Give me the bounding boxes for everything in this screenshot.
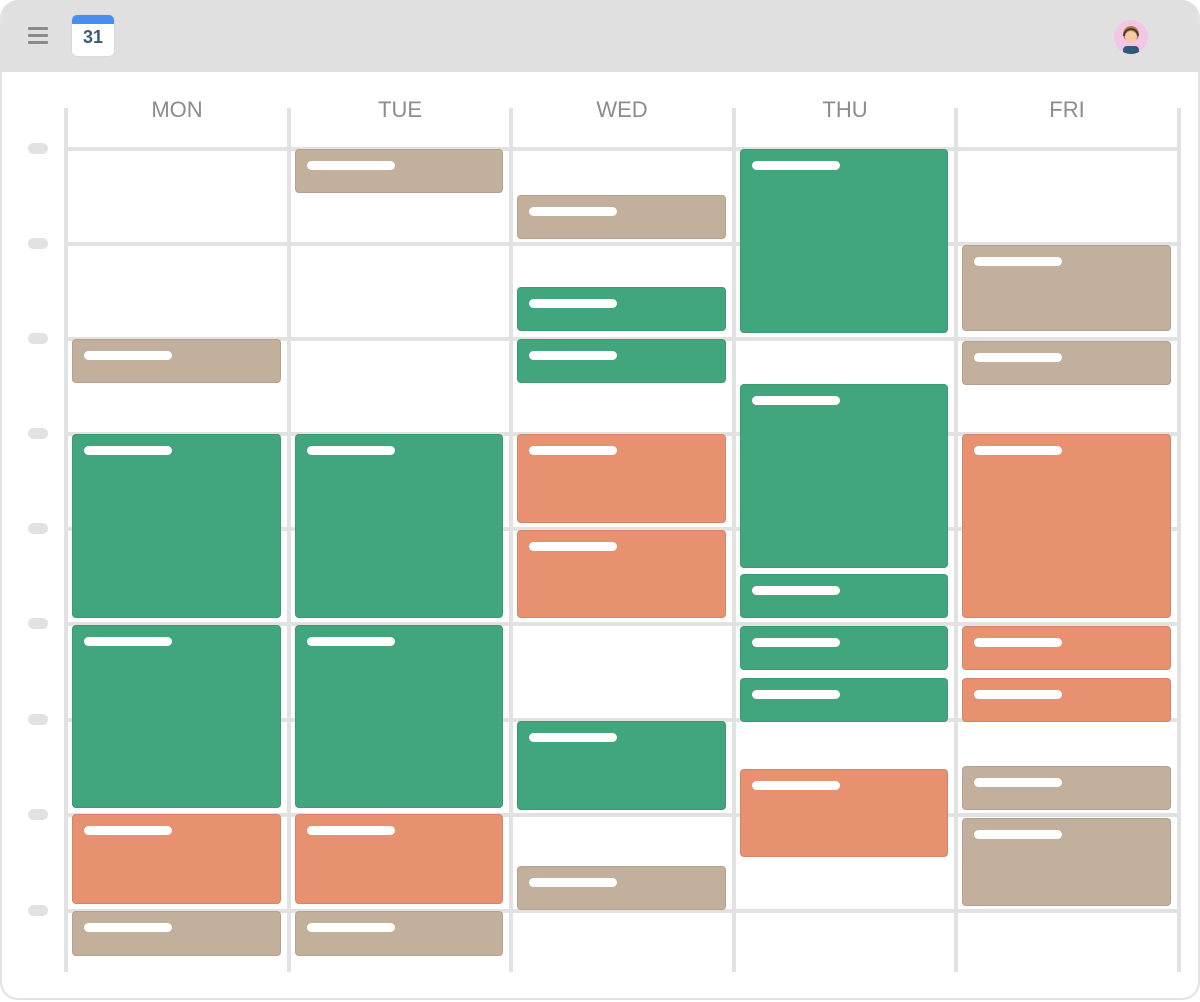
day-header: THU — [822, 97, 868, 122]
event-title-placeholder — [974, 690, 1062, 699]
event-title-placeholder — [752, 586, 840, 595]
event[interactable] — [740, 384, 948, 568]
event-title-placeholder — [974, 446, 1062, 455]
column-divider — [1177, 108, 1181, 972]
event-title-placeholder — [974, 638, 1062, 647]
event[interactable] — [962, 245, 1171, 331]
event[interactable] — [72, 625, 281, 808]
time-marker — [28, 333, 48, 344]
event-title-placeholder — [307, 826, 395, 835]
event[interactable] — [517, 721, 726, 810]
event-title-placeholder — [529, 878, 617, 887]
time-marker — [28, 714, 48, 725]
menu-line — [28, 34, 48, 37]
event[interactable] — [962, 434, 1171, 618]
day-header: TUE — [378, 97, 422, 122]
event-title-placeholder — [529, 351, 617, 360]
event-title-placeholder — [752, 690, 840, 699]
event-title-placeholder — [752, 638, 840, 647]
event[interactable] — [72, 434, 281, 618]
event[interactable] — [962, 818, 1171, 906]
time-marker — [28, 618, 48, 629]
event[interactable] — [295, 149, 503, 193]
time-marker — [28, 809, 48, 820]
event[interactable] — [962, 766, 1171, 810]
event-title-placeholder — [307, 637, 395, 646]
row-divider — [64, 242, 1179, 246]
avatar[interactable] — [1114, 20, 1148, 54]
row-divider — [64, 813, 1179, 817]
menu-button[interactable] — [22, 20, 54, 52]
event[interactable] — [517, 339, 726, 383]
row-divider — [64, 718, 1179, 722]
event[interactable] — [295, 434, 503, 618]
event[interactable] — [295, 625, 503, 808]
event-title-placeholder — [752, 161, 840, 170]
event-title-placeholder — [974, 353, 1062, 362]
row-divider — [64, 147, 1179, 151]
time-marker — [28, 428, 48, 439]
event-title-placeholder — [529, 733, 617, 742]
event[interactable] — [295, 814, 503, 904]
event[interactable] — [72, 339, 281, 383]
column-divider — [732, 108, 736, 972]
time-marker — [28, 523, 48, 534]
column-divider — [954, 108, 958, 972]
event[interactable] — [295, 911, 503, 956]
event[interactable] — [517, 866, 726, 910]
event-title-placeholder — [84, 637, 172, 646]
event[interactable] — [740, 574, 948, 618]
event[interactable] — [740, 769, 948, 857]
time-marker — [28, 143, 48, 154]
event-title-placeholder — [752, 396, 840, 405]
column-divider — [509, 108, 513, 972]
avatar-image — [1123, 26, 1139, 54]
event-title-placeholder — [974, 830, 1062, 839]
event-title-placeholder — [307, 923, 395, 932]
event[interactable] — [72, 814, 281, 904]
day-header: WED — [596, 97, 648, 122]
event-title-placeholder — [84, 351, 172, 360]
menu-line — [28, 41, 48, 44]
day-header: MON — [151, 97, 203, 122]
event-title-placeholder — [307, 161, 395, 170]
event[interactable] — [962, 678, 1171, 722]
event-title-placeholder — [307, 446, 395, 455]
event-title-placeholder — [529, 542, 617, 551]
event-title-placeholder — [974, 257, 1062, 266]
event[interactable] — [740, 678, 948, 722]
column-divider — [64, 108, 68, 972]
row-divider — [64, 527, 1179, 531]
calendar-icon-band — [72, 15, 114, 24]
time-marker — [28, 905, 48, 916]
day-header: FRI — [1049, 97, 1085, 122]
calendar-icon[interactable]: 31 — [72, 15, 114, 56]
row-divider — [64, 622, 1179, 626]
event[interactable] — [740, 149, 948, 333]
event-title-placeholder — [529, 446, 617, 455]
event[interactable] — [740, 626, 948, 670]
event[interactable] — [517, 434, 726, 523]
event[interactable] — [72, 911, 281, 956]
event-title-placeholder — [752, 781, 840, 790]
event-title-placeholder — [84, 923, 172, 932]
event-title-placeholder — [84, 446, 172, 455]
event-title-placeholder — [84, 826, 172, 835]
time-marker — [28, 238, 48, 249]
event[interactable] — [517, 287, 726, 331]
top-bar: 31 — [2, 0, 1198, 72]
event[interactable] — [962, 341, 1171, 385]
event-title-placeholder — [974, 778, 1062, 787]
row-divider — [64, 909, 1179, 913]
event[interactable] — [962, 626, 1171, 670]
date-label: 31 — [82, 27, 104, 47]
menu-line — [28, 27, 48, 30]
event[interactable] — [517, 195, 726, 239]
event-title-placeholder — [529, 207, 617, 216]
column-divider — [287, 108, 291, 972]
event-title-placeholder — [529, 299, 617, 308]
event[interactable] — [517, 530, 726, 618]
